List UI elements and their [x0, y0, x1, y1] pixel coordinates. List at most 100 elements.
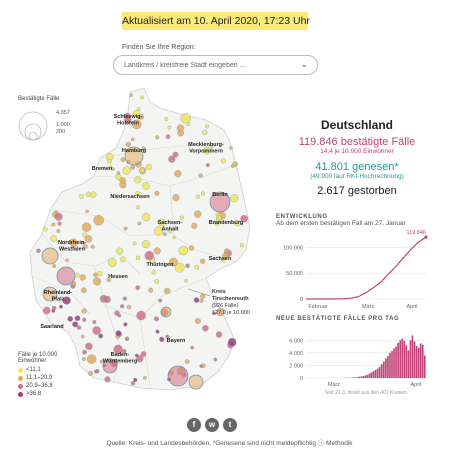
map-dot[interactable]: [216, 307, 225, 317]
map-dot[interactable]: [133, 175, 142, 184]
map-dot[interactable]: [162, 232, 167, 237]
map-dot[interactable]: [126, 304, 132, 310]
map-dot[interactable]: [62, 296, 71, 305]
map-dot[interactable]: [78, 193, 84, 199]
map-dot[interactable]: [195, 194, 200, 199]
facebook-icon[interactable]: f: [187, 418, 201, 432]
map-dot[interactable]: [99, 294, 108, 303]
map-dot[interactable]: [133, 377, 138, 383]
map-dot[interactable]: [42, 226, 48, 232]
map-dot[interactable]: [230, 164, 235, 168]
map-dot[interactable]: [94, 369, 98, 374]
map-dot[interactable]: [174, 262, 185, 273]
map-dot[interactable]: [200, 293, 206, 299]
map-dot[interactable]: [93, 272, 98, 278]
map-dot[interactable]: [120, 256, 126, 263]
map-dot[interactable]: [84, 235, 93, 243]
map-dot[interactable]: [157, 218, 166, 227]
map-dot[interactable]: [229, 146, 233, 150]
map-dot[interactable]: [135, 285, 141, 291]
map-hub[interactable]: [124, 146, 144, 166]
map-dot[interactable]: [74, 272, 80, 278]
map-dot[interactable]: [130, 381, 136, 386]
map-dot[interactable]: [52, 264, 57, 269]
map-dot[interactable]: [168, 155, 176, 163]
map-dot[interactable]: [81, 222, 92, 232]
map-dot[interactable]: [107, 158, 112, 164]
map-dot[interactable]: [50, 235, 57, 242]
map-dot[interactable]: [167, 125, 172, 130]
map-dot[interactable]: [90, 244, 95, 249]
map-dot[interactable]: [142, 375, 147, 380]
map-dot[interactable]: [193, 297, 200, 303]
map-dot[interactable]: [172, 235, 176, 240]
map-dot[interactable]: [116, 171, 121, 175]
map-dot[interactable]: [87, 370, 94, 376]
map-dot[interactable]: [65, 258, 69, 262]
map-dot[interactable]: [139, 167, 146, 174]
map-dot[interactable]: [230, 193, 239, 203]
map-dot[interactable]: [82, 232, 88, 238]
map-dot[interactable]: [205, 163, 210, 168]
map-dot[interactable]: [222, 252, 229, 259]
map-dot[interactable]: [205, 124, 210, 129]
map-hub[interactable]: [160, 306, 172, 318]
map-dot[interactable]: [154, 190, 160, 196]
map-dot[interactable]: [141, 240, 150, 249]
map-dot[interactable]: [80, 334, 85, 339]
map-dot[interactable]: [155, 329, 160, 334]
map-dot[interactable]: [92, 326, 101, 335]
map-dot[interactable]: [85, 342, 93, 350]
map-dot[interactable]: [164, 117, 169, 122]
map-dot[interactable]: [174, 170, 182, 178]
map-dot[interactable]: [213, 357, 218, 362]
map-dot[interactable]: [227, 337, 237, 347]
map-dot[interactable]: [74, 315, 81, 321]
map-dot[interactable]: [172, 194, 180, 202]
germany-map[interactable]: Schleswig-Holstein Hamburg Mecklenburg-Vor…: [10, 86, 275, 411]
map-dot[interactable]: [130, 137, 135, 142]
map-dot[interactable]: [136, 355, 144, 363]
map-dot[interactable]: [123, 322, 128, 327]
twitter-icon[interactable]: t: [223, 418, 237, 432]
map-dot[interactable]: [140, 351, 147, 357]
map-dot[interactable]: [178, 245, 189, 256]
map-dot[interactable]: [208, 145, 213, 150]
map-dot[interactable]: [168, 229, 173, 234]
map-dot[interactable]: [215, 218, 220, 223]
map-dot[interactable]: [67, 316, 74, 322]
map-dot[interactable]: [119, 181, 127, 189]
map-dot[interactable]: [79, 274, 86, 281]
map-dot[interactable]: [198, 173, 203, 178]
map-dot[interactable]: [234, 219, 241, 227]
map-dot[interactable]: [76, 325, 82, 330]
map-dot[interactable]: [215, 331, 223, 338]
map-dot[interactable]: [224, 248, 230, 254]
map-dot[interactable]: [154, 278, 160, 284]
map-dot[interactable]: [194, 317, 201, 324]
map-dot[interactable]: [144, 250, 155, 261]
map-dot[interactable]: [83, 244, 88, 249]
map-hub[interactable]: [167, 365, 189, 387]
map-dot[interactable]: [190, 345, 194, 350]
map-dot[interactable]: [98, 333, 104, 339]
map-hub[interactable]: [41, 247, 59, 265]
map-dot[interactable]: [202, 129, 208, 136]
map-dot[interactable]: [51, 308, 56, 313]
map-dot[interactable]: [81, 240, 85, 245]
map-dot[interactable]: [194, 264, 200, 270]
map-dot[interactable]: [59, 304, 63, 309]
map-dot[interactable]: [120, 304, 125, 309]
map-dot[interactable]: [191, 222, 198, 229]
map-dot[interactable]: [57, 221, 62, 226]
map-hub[interactable]: [188, 374, 204, 390]
map-dot[interactable]: [165, 334, 170, 339]
map-dot[interactable]: [163, 287, 171, 295]
map-dot[interactable]: [211, 311, 216, 316]
map-hub[interactable]: [56, 266, 76, 286]
map-dot[interactable]: [113, 344, 123, 354]
map-dot[interactable]: [124, 336, 130, 342]
map-dot[interactable]: [155, 135, 160, 140]
map-dot[interactable]: [111, 167, 115, 171]
map-dot[interactable]: [115, 330, 122, 337]
